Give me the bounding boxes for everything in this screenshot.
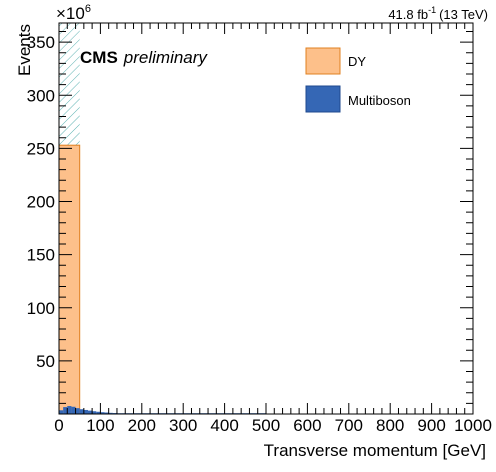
cms-label: CMS preliminary bbox=[80, 48, 208, 67]
bar-dy-0 bbox=[58, 144, 81, 415]
cms-text: CMS bbox=[80, 48, 118, 67]
x-tick-label-0: 0 bbox=[54, 416, 63, 435]
x-tick-label-600: 600 bbox=[293, 416, 321, 435]
lumi-value: 41.8 fb bbox=[388, 7, 428, 22]
axis-ticks bbox=[58, 23, 474, 414]
bar-multiboson-3 bbox=[71, 406, 76, 414]
x-tick-label-900: 900 bbox=[417, 416, 445, 435]
y-tick-label-100: 100 bbox=[27, 299, 55, 318]
lumi-exponent: -1 bbox=[428, 5, 436, 15]
x-axis-title: Transverse momentum [GeV] bbox=[264, 441, 486, 460]
bar-multiboson-2 bbox=[67, 406, 72, 414]
legend: DY Multiboson bbox=[305, 47, 411, 113]
y-tick-label-300: 300 bbox=[27, 86, 55, 105]
bar-multiboson-7 bbox=[87, 410, 93, 414]
bar-multiboson-5 bbox=[79, 409, 84, 414]
y-tick-label-250: 250 bbox=[27, 139, 55, 158]
x-tick-label-300: 300 bbox=[169, 416, 197, 435]
uncertainty-bin-0 bbox=[59, 23, 80, 146]
legend-swatch-multiboson bbox=[305, 85, 341, 113]
bar-multiboson-8 bbox=[92, 411, 97, 414]
uncertainty-band bbox=[59, 23, 80, 146]
y-axis-title: Events bbox=[15, 24, 34, 76]
bar-multiboson-11 bbox=[104, 412, 109, 414]
x-tick-labels: 0 100 200 300 400 500 600 700 800 900 1000 bbox=[54, 416, 492, 435]
x-tick-label-100: 100 bbox=[86, 416, 114, 435]
bar-multiboson-1 bbox=[63, 407, 68, 414]
legend-label-dy: DY bbox=[348, 54, 366, 69]
preliminary-text: preliminary bbox=[123, 48, 209, 67]
bar-multiboson-4 bbox=[75, 408, 80, 414]
y-tick-label-350: 350 bbox=[27, 33, 55, 52]
lumi-label: 41.8 fb-1 (13 TeV) bbox=[388, 5, 488, 22]
y-tick-labels: 50 100 150 200 250 300 350 bbox=[27, 33, 55, 371]
legend-swatch-dy bbox=[305, 47, 341, 75]
y-multiplier-base: ×10 bbox=[56, 4, 85, 23]
y-multiplier: ×106 bbox=[56, 3, 91, 23]
x-tick-label-200: 200 bbox=[128, 416, 156, 435]
bar-multiboson-9 bbox=[96, 411, 101, 414]
bar-multiboson-6 bbox=[83, 409, 88, 414]
x-tick-label-800: 800 bbox=[376, 416, 404, 435]
y-tick-label-50: 50 bbox=[36, 352, 55, 371]
plot-frame bbox=[58, 22, 474, 415]
bar-multiboson-10 bbox=[100, 412, 105, 414]
x-tick-label-1000: 1000 bbox=[454, 416, 492, 435]
y-multiplier-exponent: 6 bbox=[85, 3, 91, 15]
legend-label-multiboson: Multiboson bbox=[348, 93, 411, 108]
lumi-energy: (13 TeV) bbox=[439, 7, 488, 22]
x-tick-label-400: 400 bbox=[210, 416, 238, 435]
y-tick-label-200: 200 bbox=[27, 193, 55, 212]
x-tick-label-500: 500 bbox=[252, 416, 280, 435]
x-tick-label-700: 700 bbox=[335, 416, 363, 435]
y-tick-label-150: 150 bbox=[27, 246, 55, 265]
bar-multiboson-12 bbox=[108, 412, 113, 414]
histogram-bars bbox=[58, 144, 266, 415]
bar-multiboson-0 bbox=[59, 410, 64, 414]
